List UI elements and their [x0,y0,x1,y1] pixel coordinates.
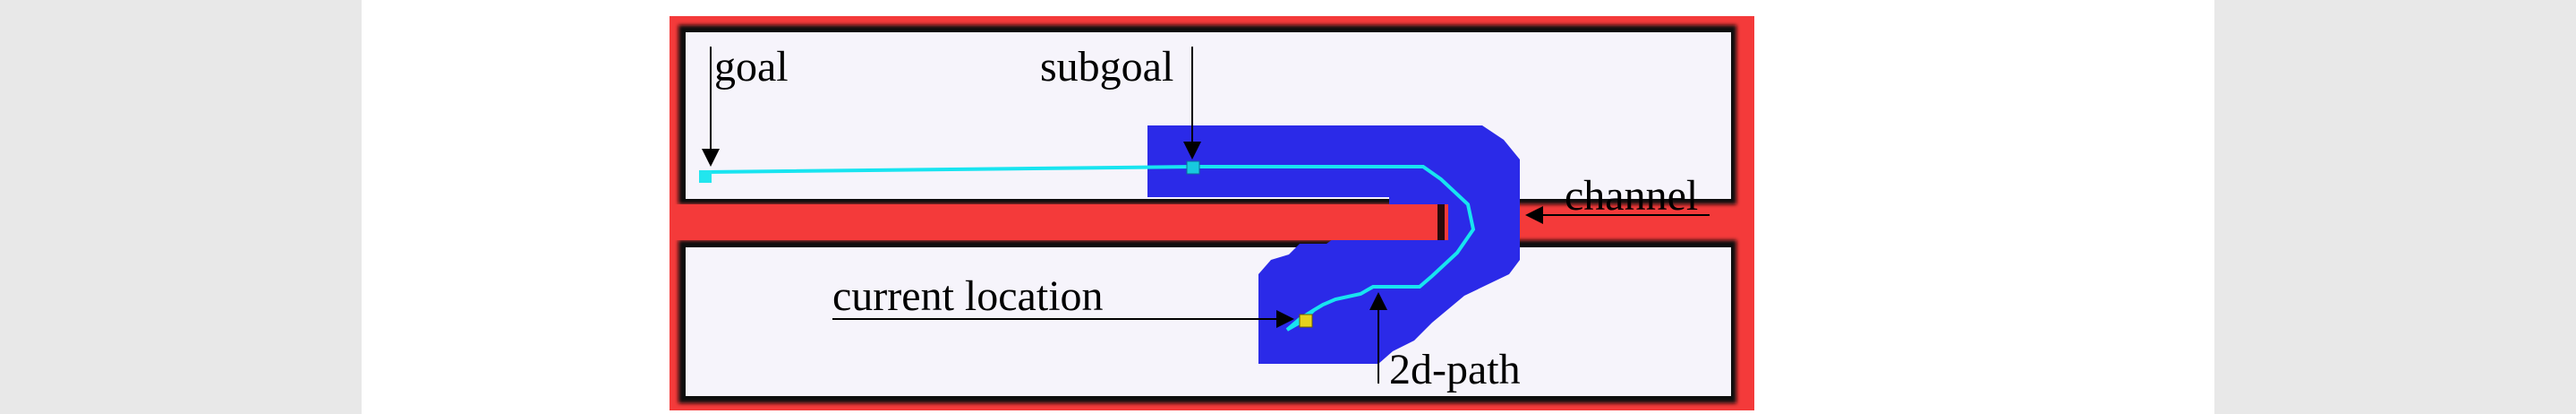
2d-path-label: 2d-path [1389,346,1521,393]
current-location-label: current location [832,272,1104,320]
divider-wall-edge [1437,204,1445,240]
channel-label: channel [1565,172,1698,220]
divider-wall [670,204,1448,240]
goal-label: goal [714,43,789,91]
channel-region [1147,125,1520,364]
current-location-marker [1299,314,1313,328]
goal-marker [699,170,712,183]
subgoal-label: subgoal [1040,43,1173,91]
subgoal-marker [1186,160,1200,175]
lower-free-space [686,247,1731,396]
